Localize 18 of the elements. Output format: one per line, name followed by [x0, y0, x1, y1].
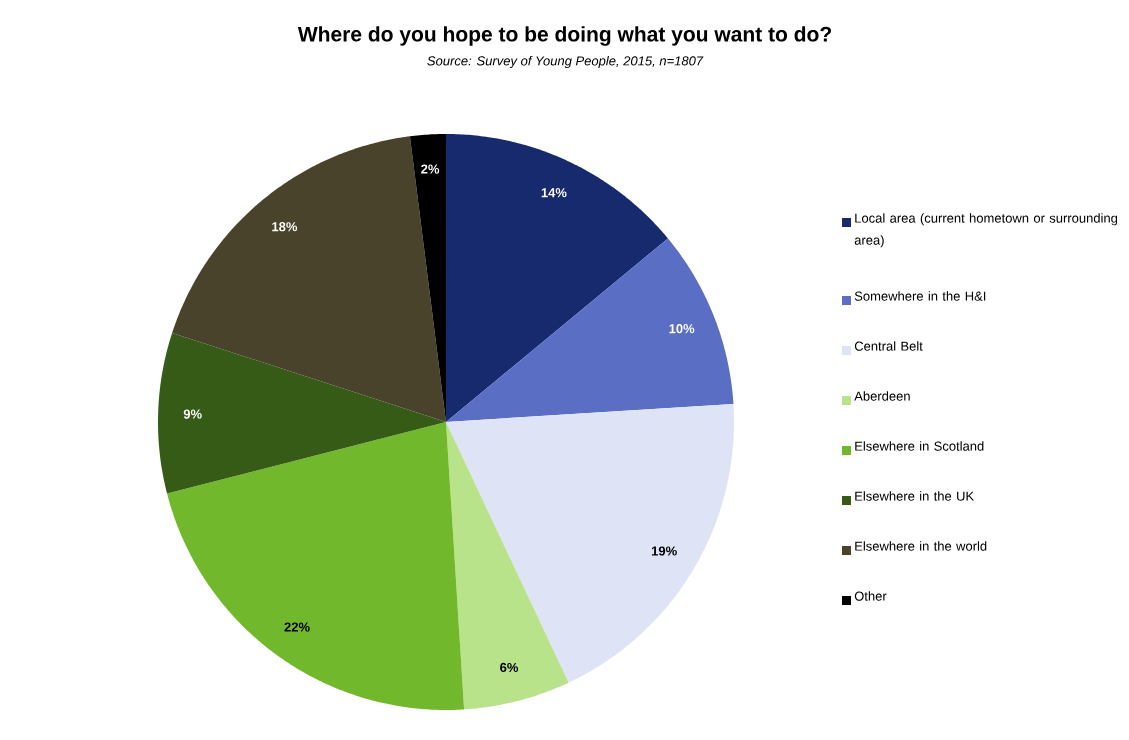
data-label: 14% [541, 188, 567, 198]
data-label: 18% [272, 222, 298, 232]
data-label: 6% [500, 662, 519, 673]
data-label: 2% [421, 164, 440, 174]
data-label: 9% [183, 409, 202, 419]
data-label: 22% [284, 622, 310, 632]
legend-label: Elsewhere in the world [855, 541, 987, 551]
legend-label: Other [854, 591, 887, 601]
source-note: Source: Survey of Young People, 2015, n=1807 [427, 55, 704, 69]
data-label: 19% [651, 546, 677, 556]
legend-label: Aberdeen [854, 391, 910, 401]
legend-label: Elsewhere in Scotland [855, 441, 984, 451]
legend-label: Elsewhere in the UK [855, 491, 974, 501]
chart-title: Where do you hope to be doing what you want to do? [297, 26, 831, 46]
legend-label: Local area (current hometown or surrounding area) [854, 213, 1118, 248]
data-label: 10% [669, 324, 695, 334]
legend-label: Somewhere in the H&I [854, 291, 986, 301]
legend-label: Central Belt [854, 341, 923, 351]
